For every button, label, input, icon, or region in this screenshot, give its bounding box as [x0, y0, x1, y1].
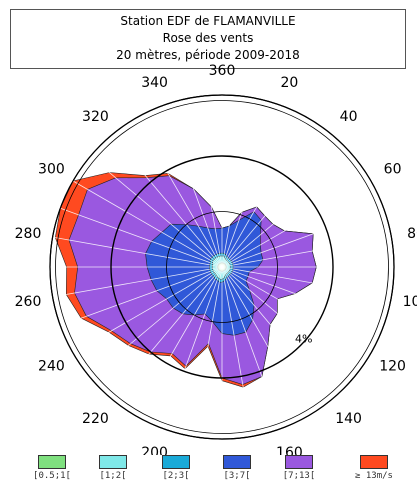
spoke-350 [191, 97, 223, 268]
ring-2 [166, 211, 278, 323]
legend-swatch [162, 455, 190, 469]
chart-title-line-3: 20 mètres, période 2009-2018 [116, 48, 300, 62]
direction-label-300: 300 [38, 162, 65, 178]
legend-item: [3;7[ [207, 455, 267, 481]
spoke-140 [221, 266, 333, 400]
ring-4 [110, 155, 334, 379]
spoke-80 [221, 236, 392, 268]
chart-title-line-2: Rose des vents [162, 31, 254, 45]
legend-item: [7;13[ [269, 455, 329, 481]
legend: [0.5;1[ [1;2[ [2;3[ [3;7[ [7;13[ ≥ 13m/s [0, 455, 417, 498]
direction-label-80: 80 [407, 226, 417, 242]
direction-label-260: 260 [15, 294, 42, 310]
direction-label-100: 100 [403, 294, 417, 310]
spoke-110 [221, 266, 384, 327]
spoke-310 [89, 156, 223, 268]
spoke-120 [221, 266, 372, 354]
legend-swatch [38, 455, 66, 469]
spoke-200 [162, 266, 223, 429]
ring-label: 4% [295, 332, 312, 345]
chart-title-line-1: Station EDF de FLAMANVILLE [120, 14, 296, 28]
spoke-190 [191, 266, 223, 437]
spoke-30 [221, 117, 309, 268]
legend-item: ≥ 13m/s [344, 455, 404, 481]
legend-label: [0.5;1[ [33, 471, 71, 481]
spoke-280 [52, 236, 223, 268]
spoke-320 [111, 134, 223, 268]
direction-label-40: 40 [340, 109, 358, 125]
spoke-340 [162, 105, 223, 268]
direction-label-280: 280 [15, 226, 42, 242]
spoke-230 [89, 266, 223, 378]
legend-label: [1;2[ [99, 471, 127, 481]
spoke-330 [135, 117, 223, 268]
outer-circle-stroke [49, 94, 395, 440]
spoke-100 [221, 266, 392, 298]
ring-6 [55, 100, 389, 434]
spoke-150 [221, 266, 309, 417]
direction-label-220: 220 [82, 411, 109, 427]
legend-item: [0.5;1[ [22, 455, 82, 481]
direction-label-120: 120 [379, 359, 406, 375]
direction-label-20: 20 [280, 75, 298, 91]
legend-item: [2;3[ [146, 455, 206, 481]
legend-swatch [223, 455, 251, 469]
legend-item: [1;2[ [83, 455, 143, 481]
spoke-40 [221, 134, 333, 268]
spoke-260 [52, 266, 223, 298]
spoke-50 [221, 156, 355, 268]
legend-swatch [360, 455, 388, 469]
direction-label-140: 140 [335, 411, 362, 427]
spoke-210 [135, 266, 223, 417]
spoke-240 [72, 266, 223, 354]
chart-title-box: Station EDF de FLAMANVILLE Rose des vent… [10, 9, 406, 69]
spoke-250 [60, 266, 223, 327]
spoke-20 [221, 105, 282, 268]
legend-swatch [99, 455, 127, 469]
legend-label: [7;13[ [282, 471, 316, 481]
legend-label: [2;3[ [162, 471, 190, 481]
legend-label: ≥ 13m/s [355, 471, 393, 481]
direction-label-160: 160 [276, 445, 303, 455]
legend-swatch [285, 455, 313, 469]
spoke-130 [221, 266, 355, 378]
spoke-290 [60, 207, 223, 268]
direction-label-240: 240 [38, 359, 65, 375]
direction-label-340: 340 [141, 75, 168, 91]
spoke-220 [111, 266, 223, 400]
direction-label-320: 320 [82, 109, 109, 125]
legend-label: [3;7[ [223, 471, 251, 481]
spoke-70 [221, 207, 384, 268]
spoke-10 [221, 97, 253, 268]
direction-label-360: 360 [209, 63, 236, 79]
spoke-60 [221, 180, 372, 268]
spoke-160 [221, 266, 282, 429]
spoke-300 [72, 180, 223, 268]
direction-label-200: 200 [141, 445, 168, 455]
direction-label-60: 60 [384, 162, 402, 178]
spoke-170 [221, 266, 253, 437]
wind-rose-chart: 4%36020406080100120140160180200220240260… [15, 63, 417, 455]
